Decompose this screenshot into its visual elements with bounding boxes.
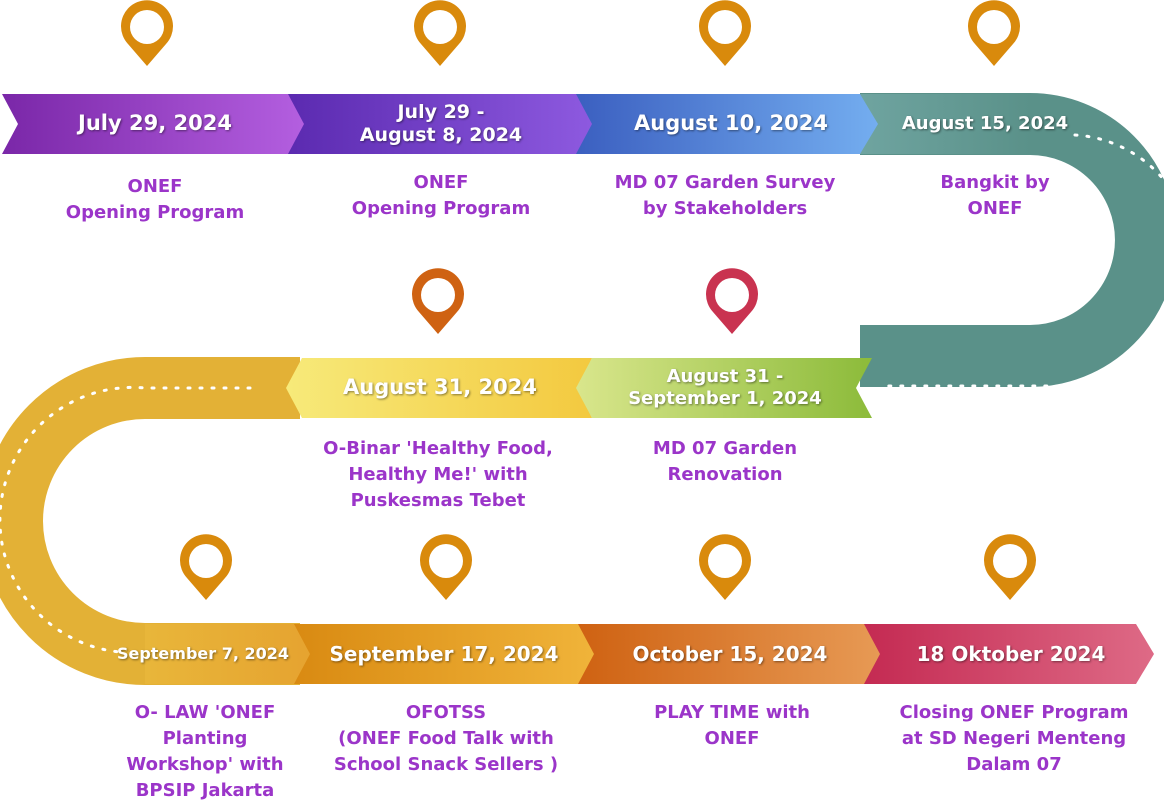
road-dash-left — [0, 385, 252, 654]
event-description-1: ONEF Opening Program — [65, 176, 245, 223]
event-description-7: O- LAW 'ONEF Planting Workshop' with BPSIP … — [126, 702, 284, 801]
location-pin-icon — [414, 0, 466, 66]
event-date-10: 18 Oktober 2024 — [916, 642, 1106, 666]
location-pin-icon — [420, 534, 472, 600]
road-dash-right — [878, 133, 1164, 388]
event-description-4: Bangkit by ONEF — [940, 172, 1050, 219]
event-description-8: OFOTSS (ONEF Food Talk with School Snack S… — [333, 702, 559, 775]
event-description-6: O-Binar 'Healthy Food, Healthy Me!' with P… — [323, 438, 553, 511]
road-curve-right — [860, 93, 1164, 387]
event-date-5: August 31 - September 1, 2024 — [628, 366, 822, 409]
date-arrow-10 — [864, 624, 1154, 684]
event-description-5: MD 07 Garden Renovation — [652, 438, 798, 485]
road-curve-left — [0, 357, 300, 685]
event-date-8: September 17, 2024 — [329, 642, 559, 666]
location-pin-icon — [984, 534, 1036, 600]
event-description-3: MD 07 Garden Survey by Stakeholders — [614, 172, 836, 219]
date-arrow-5 — [576, 358, 872, 418]
date-arrow-4 — [860, 94, 1030, 154]
event-date-6: August 31, 2024 — [343, 375, 537, 400]
event-description-10: Closing ONEF Program at SD Negeri Menteng… — [899, 702, 1129, 775]
location-pin-icon — [699, 0, 751, 66]
location-pin-icon — [412, 268, 464, 334]
event-date-3: August 10, 2024 — [634, 111, 828, 136]
event-date-9: October 15, 2024 — [632, 642, 828, 666]
location-pin-icon — [968, 0, 1020, 66]
location-pin-icon — [706, 268, 758, 334]
event-date-1: July 29, 2024 — [78, 111, 232, 136]
location-pin-icon — [699, 534, 751, 600]
location-pin-icon — [180, 534, 232, 600]
date-arrow-8 — [294, 624, 596, 684]
event-date-7: September 7, 2024 — [116, 644, 290, 664]
event-date-2: July 29 - August 8, 2024 — [359, 101, 523, 146]
event-date-4: August 15, 2024 — [901, 113, 1069, 135]
location-pin-icon — [121, 0, 173, 66]
date-arrow-3 — [576, 94, 880, 154]
date-arrow-6 — [286, 358, 592, 418]
date-arrow-9 — [578, 624, 882, 684]
date-arrow-7 — [145, 624, 312, 684]
date-arrow-1 — [2, 94, 306, 154]
event-description-9: PLAY TIME with ONEF — [654, 702, 810, 749]
event-description-2: ONEF Opening Program — [351, 172, 531, 219]
date-arrow-2 — [288, 94, 596, 154]
